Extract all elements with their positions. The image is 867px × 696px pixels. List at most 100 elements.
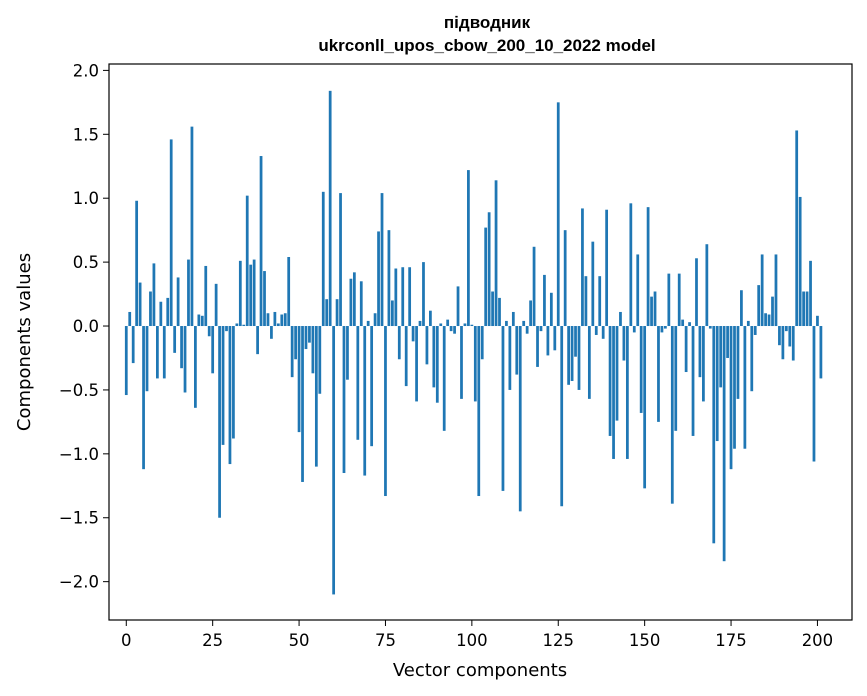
- bar-71: [370, 326, 374, 447]
- bar-51: [301, 326, 304, 482]
- bar-122: [546, 326, 550, 356]
- bar-59: [328, 90, 332, 327]
- bar-50: [297, 326, 301, 433]
- bar-74: [380, 193, 384, 327]
- bar-193: [791, 326, 795, 361]
- bar-141: [612, 326, 615, 459]
- bar-29: [225, 326, 228, 332]
- bar-112: [511, 311, 515, 327]
- bar-172: [719, 326, 723, 388]
- bar-186: [767, 314, 771, 327]
- y-tick-label: −1.5: [59, 509, 99, 528]
- bar-188: [774, 254, 778, 327]
- bar-124: [553, 326, 557, 351]
- y-tick-label: −2.0: [59, 573, 99, 592]
- bar-164: [691, 326, 695, 436]
- bar-37: [252, 259, 256, 327]
- bar-123: [549, 292, 553, 327]
- bar-140: [608, 326, 612, 436]
- bar-31: [232, 326, 235, 439]
- bar-16: [180, 326, 183, 369]
- bar-136: [594, 326, 598, 335]
- bar-135: [591, 241, 595, 327]
- bar-7: [149, 291, 152, 327]
- bar-150: [643, 326, 647, 489]
- x-tick-label: 100: [456, 631, 488, 650]
- bar-52: [304, 326, 308, 350]
- bar-166: [698, 326, 702, 378]
- bar-109: [501, 326, 505, 491]
- bar-198: [809, 260, 812, 327]
- bar-148: [636, 254, 640, 327]
- bar-180: [746, 320, 750, 327]
- bar-110: [505, 320, 508, 327]
- bar-177: [736, 326, 740, 399]
- bar-15: [176, 277, 180, 327]
- bar-73: [377, 231, 380, 327]
- bar-97: [460, 326, 463, 399]
- bar-132: [581, 208, 584, 327]
- bar-183: [757, 285, 761, 327]
- bar-168: [705, 244, 709, 327]
- bar-187: [771, 296, 774, 327]
- bar-12: [166, 297, 170, 327]
- bar-14: [173, 326, 177, 353]
- bar-47: [287, 257, 291, 327]
- x-tick-label: 0: [121, 631, 132, 650]
- bar-48: [290, 326, 294, 378]
- bar-5: [142, 326, 145, 470]
- bar-103: [480, 326, 484, 360]
- bar-96: [456, 286, 460, 327]
- bar-170: [712, 326, 716, 544]
- bar-146: [629, 203, 633, 327]
- bar-106: [491, 291, 494, 327]
- bar-70: [366, 320, 370, 327]
- bar-2: [131, 326, 135, 364]
- bar-158: [670, 326, 674, 504]
- bar-201: [819, 326, 823, 379]
- bar-131: [577, 326, 581, 390]
- bar-108: [498, 297, 501, 327]
- bar-127: [563, 230, 567, 327]
- bar-155: [660, 326, 664, 333]
- bar-38: [256, 326, 259, 355]
- y-tick-label: 0.0: [73, 317, 99, 336]
- bar-121: [543, 274, 546, 327]
- bar-161: [681, 319, 685, 327]
- bar-196: [802, 291, 805, 327]
- bar-102: [477, 326, 481, 497]
- bar-162: [684, 326, 688, 373]
- x-tick-label: 200: [802, 631, 834, 650]
- bar-45: [280, 314, 284, 327]
- bar-111: [508, 326, 512, 390]
- bar-147: [632, 326, 636, 333]
- bar-118: [532, 246, 536, 327]
- bar-126: [560, 326, 564, 507]
- bar-26: [214, 283, 218, 327]
- bar-84: [415, 326, 418, 402]
- bar-40: [263, 271, 266, 327]
- bar-35: [245, 195, 249, 327]
- bar-194: [795, 130, 799, 327]
- bar-54: [311, 326, 315, 374]
- bar-181: [750, 326, 754, 392]
- bar-175: [729, 326, 733, 470]
- bar-137: [598, 276, 602, 327]
- y-tick-label: −0.5: [59, 381, 99, 400]
- x-tick-label: 175: [715, 631, 747, 650]
- bar-189: [778, 326, 781, 346]
- bar-165: [695, 258, 698, 327]
- bar-87: [425, 326, 429, 365]
- bar-1: [128, 311, 132, 327]
- bar-154: [657, 326, 660, 422]
- bar-128: [567, 326, 570, 385]
- bar-190: [781, 326, 785, 360]
- bar-32: [235, 323, 239, 327]
- bar-93: [446, 319, 450, 327]
- bar-113: [515, 326, 519, 375]
- bar-55: [314, 326, 318, 467]
- bar-36: [249, 264, 253, 327]
- bar-57: [321, 191, 325, 327]
- bar-33: [238, 260, 242, 327]
